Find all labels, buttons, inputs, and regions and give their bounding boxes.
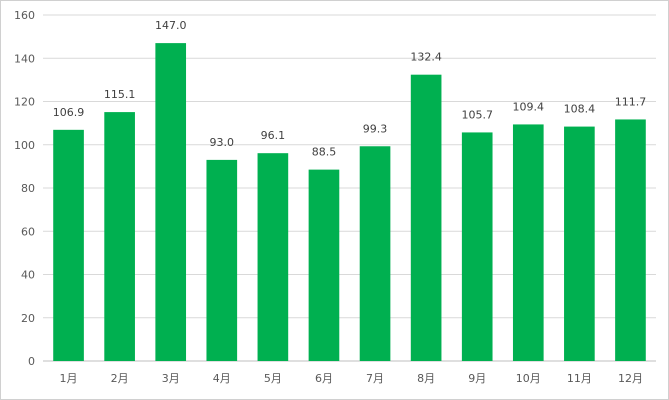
data-label: 115.1 (104, 88, 136, 101)
x-tick-label: 3月 (162, 372, 180, 385)
y-tick-label: 0 (28, 355, 35, 368)
data-label: 105.7 (461, 108, 493, 121)
data-label: 147.0 (155, 19, 187, 32)
bar-1 (53, 129, 84, 361)
x-tick-label: 9月 (468, 372, 486, 385)
x-tick-label: 4月 (213, 372, 231, 385)
bars (53, 43, 646, 362)
bar-12 (615, 119, 646, 361)
data-labels: 106.9 115.1 147.0 93.0 96.1 88.5 99.3 132.4 105.… (53, 19, 646, 159)
bar-8 (410, 74, 442, 361)
y-tick-label: 60 (21, 225, 35, 238)
x-tick-label: 6月 (315, 372, 333, 385)
gridlines (43, 14, 656, 362)
bar-10 (512, 124, 544, 361)
y-tick-label: 20 (21, 312, 35, 325)
bar-6 (308, 169, 340, 361)
data-label: 111.7 (615, 95, 647, 108)
y-tick-label: 120 (14, 96, 35, 109)
data-label: 96.1 (261, 129, 286, 142)
y-tick-label: 40 (21, 269, 35, 282)
data-label: 88.5 (312, 146, 337, 159)
y-tick-label: 140 (14, 52, 35, 65)
data-label: 106.9 (53, 106, 85, 119)
bar-5 (257, 153, 289, 361)
x-tick-label: 12月 (618, 372, 643, 385)
bar-2 (104, 112, 135, 361)
x-tick-label: 5月 (264, 372, 282, 385)
data-label: 99.3 (363, 122, 388, 135)
y-tick-label: 80 (21, 182, 35, 195)
x-tick-label: 7月 (366, 372, 384, 385)
x-tick-label: 8月 (417, 372, 435, 385)
bar-11 (564, 126, 595, 362)
bar-7 (359, 146, 391, 361)
data-label: 108.4 (564, 103, 596, 116)
bar-4 (206, 159, 238, 361)
x-tick-label: 10月 (516, 372, 541, 385)
bar-3 (155, 43, 187, 362)
data-label: 132.4 (410, 51, 442, 64)
bar-9 (461, 132, 493, 361)
y-axis: 0 20 40 60 80 100 120 140 160 (14, 9, 35, 368)
y-tick-label: 100 (14, 139, 35, 152)
x-tick-label: 2月 (111, 372, 129, 385)
x-tick-label: 11月 (567, 372, 592, 385)
data-label: 109.4 (513, 100, 545, 113)
x-axis: 1月 2月 3月 4月 5月 6月 7月 8月 9月 10月 11月 12月 (60, 372, 643, 385)
x-tick-label: 1月 (60, 372, 78, 385)
data-label: 93.0 (210, 136, 235, 149)
y-tick-label: 160 (14, 9, 35, 22)
